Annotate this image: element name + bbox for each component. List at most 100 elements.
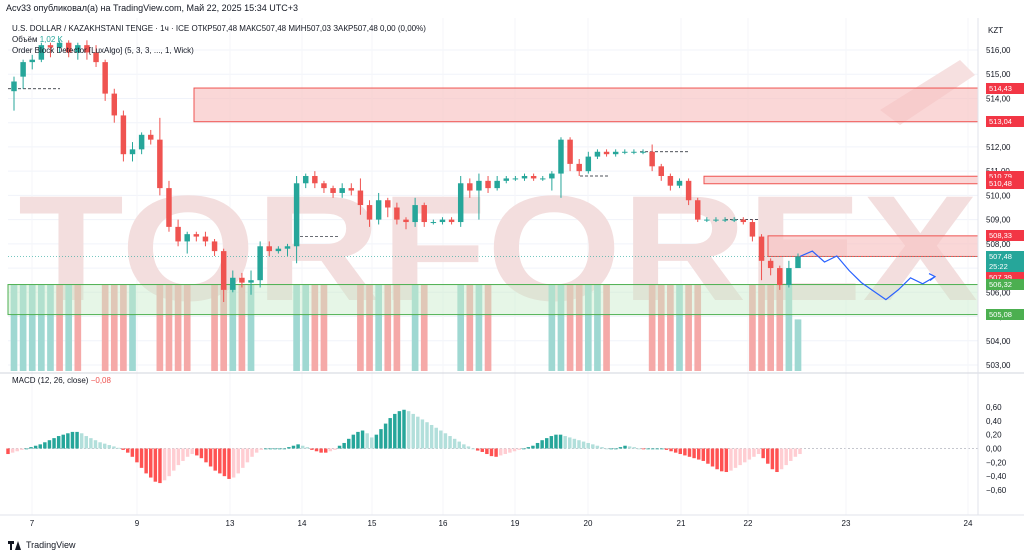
volume-bar (56, 285, 63, 371)
macd-bar (687, 448, 692, 457)
tradingview-brand[interactable]: TradingView (8, 540, 76, 550)
publisher-line: Acv33 опубликовал(а) на TradingView.com,… (6, 3, 298, 13)
candle-body (202, 236, 209, 242)
macd-bar (181, 448, 185, 461)
macd-bar (692, 448, 696, 459)
macd-bar (135, 448, 139, 463)
candle-body (239, 277, 245, 283)
price-label: 25:22 (986, 261, 1024, 273)
macd-bar (305, 447, 310, 449)
volume-bar (165, 285, 173, 371)
brand-name: TradingView (26, 540, 76, 550)
volume-bar (384, 285, 392, 371)
macd-bar (439, 430, 443, 449)
candle-body (749, 222, 756, 237)
volume-bar (648, 285, 656, 371)
indicator-name: Order Block Detector [LuxAlgo] (5, 3, 3,… (12, 46, 194, 55)
volume-bar (667, 285, 674, 371)
macd-tick-label: 0,20 (986, 431, 1002, 440)
volume-bars (10, 285, 802, 371)
candle-body (476, 180, 482, 191)
macd-bar (655, 448, 659, 450)
price-tick-label: 510,00 (986, 191, 1011, 200)
time-tick-label: 19 (511, 519, 520, 528)
macd-value: −0,08 (90, 376, 111, 385)
volume-bar (758, 285, 765, 371)
macd-bar (743, 448, 747, 463)
macd-bar (747, 448, 752, 460)
time-tick-label: 21 (677, 519, 686, 528)
volume-bar (183, 285, 191, 371)
currency-label[interactable]: KZT (988, 26, 1004, 35)
macd-bar (508, 448, 512, 453)
indicator-legend[interactable]: Order Block Detector [LuxAlgo] (5, 3, 3,… (12, 46, 194, 55)
volume-bar (411, 285, 419, 371)
volume-bar (47, 285, 54, 371)
volume-legend[interactable]: Объём 1,02 K (12, 35, 63, 44)
macd-bar (600, 447, 604, 449)
candle-body (148, 134, 154, 140)
forecast-arrowhead (928, 273, 937, 282)
candle-body (430, 222, 437, 224)
macd-bar (259, 448, 263, 450)
candle-body (421, 205, 427, 223)
time-tick-label: 7 (30, 519, 35, 528)
bullish-order-block (7, 284, 979, 316)
macd-bar (47, 440, 52, 449)
time-tick-label: 24 (964, 519, 973, 528)
macd-bar (254, 448, 259, 453)
macd-bar (683, 448, 687, 456)
macd-bar (172, 448, 176, 471)
macd-bar (627, 446, 632, 449)
macd-bar (724, 448, 729, 473)
macd-bar (176, 448, 181, 466)
macd-bar (402, 409, 406, 449)
volume-bar (484, 285, 492, 371)
macd-bar (517, 448, 521, 450)
macd-bar (623, 445, 627, 449)
macd-legend[interactable]: MACD (12, 26, close) −0,08 (12, 376, 111, 385)
volume-label: Объём (12, 35, 38, 44)
macd-bar (641, 448, 646, 450)
candle-body (220, 251, 227, 290)
symbol-name: U.S. DOLLAR / KAZAKHSTANI TENGE · 1ч · I… (12, 24, 190, 33)
macd-bar (158, 448, 162, 484)
macd-bar (199, 448, 204, 459)
macd-bar (443, 433, 448, 449)
macd-bar (660, 448, 664, 450)
candle-body (302, 176, 309, 184)
macd-bar (273, 448, 277, 450)
candle-body (731, 219, 737, 221)
macd-bar (798, 448, 802, 455)
macd-bar (282, 448, 287, 450)
macd-bar (347, 438, 351, 449)
macd-bar (406, 411, 411, 449)
macd-bar (268, 448, 273, 450)
macd-bar (457, 441, 461, 449)
macd-bar (38, 444, 42, 449)
volume-bar (311, 285, 319, 371)
candle-body (704, 219, 710, 221)
volume-bar (156, 285, 164, 371)
symbol-legend[interactable]: U.S. DOLLAR / KAZAKHSTANI TENGE · 1ч · I… (12, 24, 426, 33)
macd-bar (770, 448, 775, 470)
price-label: 510,48 (986, 178, 1024, 190)
macd-bar (420, 419, 425, 449)
candle-body (348, 188, 355, 191)
macd-bar (236, 448, 240, 474)
volume-value: 1,02 K (39, 35, 63, 44)
macd-bar (370, 437, 374, 449)
macd-bar (701, 448, 706, 461)
macd-bar (581, 441, 586, 449)
volume-bar (174, 285, 182, 371)
macd-bar (125, 448, 130, 453)
macd-bar (33, 445, 38, 449)
macd-bar (498, 448, 503, 456)
candle-body (375, 200, 382, 220)
macd-bar (632, 447, 636, 449)
price-label: 505,08 (986, 309, 1024, 321)
volume-bar (603, 285, 610, 371)
macd-bar (650, 448, 655, 450)
volume-bar (357, 285, 364, 371)
